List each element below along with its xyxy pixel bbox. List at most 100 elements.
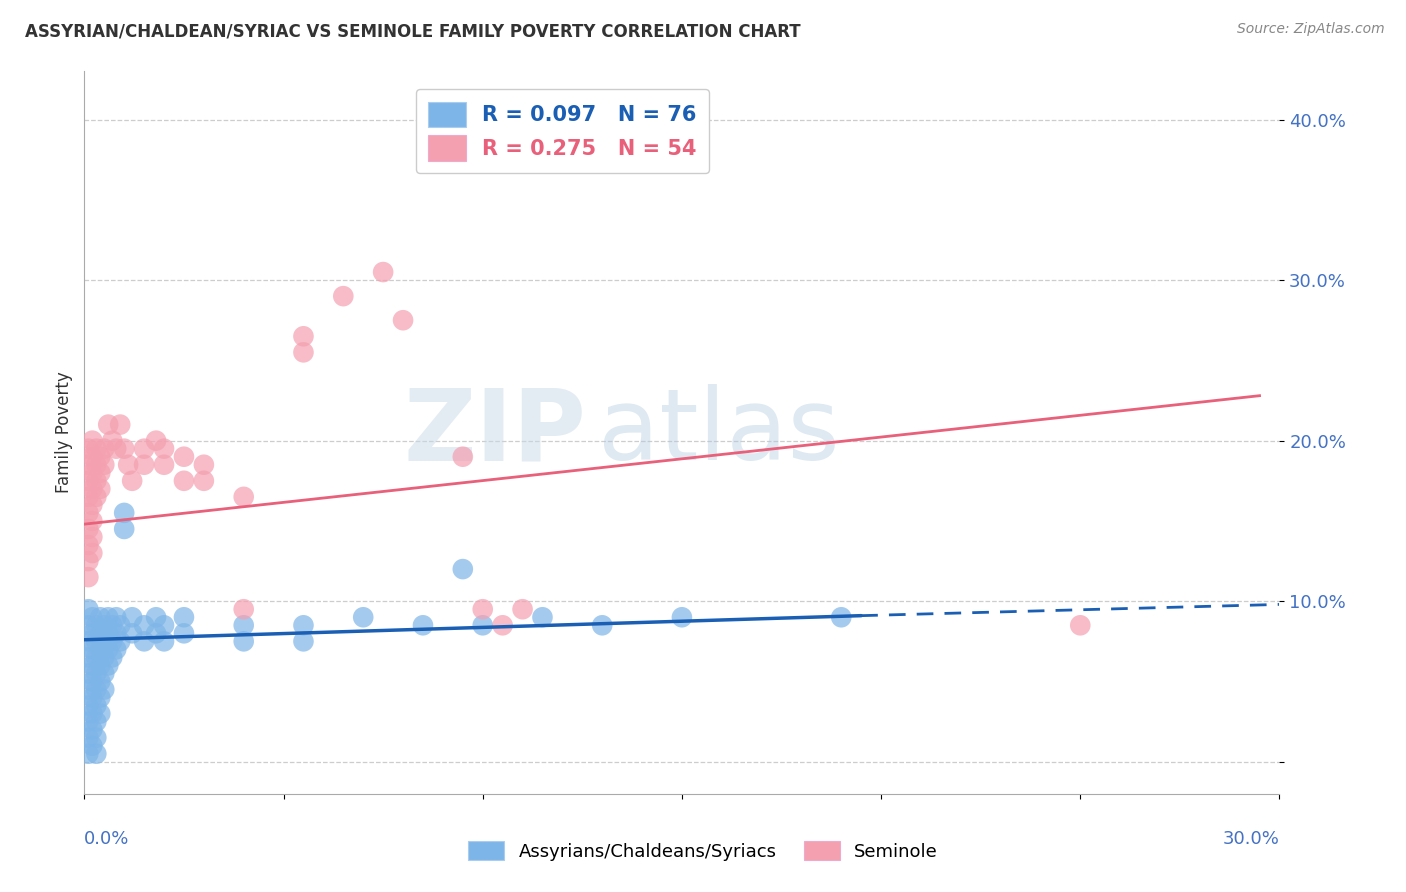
Point	[77, 602, 100, 616]
Point	[77, 554, 100, 568]
Point	[77, 618, 100, 632]
Point	[89, 482, 111, 496]
Text: ASSYRIAN/CHALDEAN/SYRIAC VS SEMINOLE FAMILY POVERTY CORRELATION CHART: ASSYRIAN/CHALDEAN/SYRIAC VS SEMINOLE FAM…	[25, 22, 801, 40]
Point	[105, 642, 128, 657]
Point	[86, 698, 108, 713]
Point	[105, 442, 128, 456]
Point	[82, 626, 104, 640]
Point	[82, 498, 104, 512]
Text: Source: ZipAtlas.com: Source: ZipAtlas.com	[1237, 22, 1385, 37]
Point	[77, 634, 100, 648]
Point	[352, 610, 374, 624]
Point	[82, 450, 104, 464]
Point	[101, 434, 124, 448]
Point	[117, 458, 139, 472]
Point	[173, 610, 195, 624]
Point	[82, 610, 104, 624]
Point	[89, 690, 111, 705]
Point	[89, 466, 111, 480]
Point	[82, 434, 104, 448]
Point	[292, 618, 315, 632]
Point	[82, 514, 104, 528]
Point	[86, 490, 108, 504]
Point	[591, 618, 613, 632]
Point	[77, 650, 100, 665]
Point	[77, 522, 100, 536]
Point	[77, 458, 100, 472]
Point	[292, 345, 315, 359]
Point	[93, 618, 115, 632]
Point	[77, 698, 100, 713]
Point	[232, 618, 254, 632]
Point	[77, 747, 100, 761]
Point	[292, 329, 315, 343]
Point	[101, 634, 124, 648]
Point	[89, 450, 111, 464]
Point	[77, 538, 100, 552]
Point	[531, 610, 554, 624]
Point	[82, 530, 104, 544]
Point	[830, 610, 852, 624]
Point	[97, 417, 120, 432]
Point	[101, 618, 124, 632]
Text: 0.0%: 0.0%	[84, 830, 129, 848]
Point	[86, 474, 108, 488]
Point	[82, 642, 104, 657]
Point	[86, 634, 108, 648]
Point	[82, 723, 104, 737]
Text: 30.0%: 30.0%	[1223, 830, 1279, 848]
Point	[153, 458, 176, 472]
Point	[89, 674, 111, 689]
Point	[86, 714, 108, 729]
Point	[97, 626, 120, 640]
Point	[105, 610, 128, 624]
Point	[82, 466, 104, 480]
Point	[121, 610, 143, 624]
Point	[77, 490, 100, 504]
Point	[77, 442, 100, 456]
Point	[132, 458, 156, 472]
Point	[86, 442, 108, 456]
Point	[82, 482, 104, 496]
Point	[671, 610, 693, 624]
Point	[77, 682, 100, 697]
Point	[373, 265, 395, 279]
Point	[153, 634, 176, 648]
Legend: Assyrians/Chaldeans/Syriacs, Seminole: Assyrians/Chaldeans/Syriacs, Seminole	[458, 832, 948, 870]
Point	[77, 714, 100, 729]
Point	[89, 658, 111, 673]
Point	[77, 474, 100, 488]
Point	[121, 626, 143, 640]
Point	[132, 634, 156, 648]
Point	[153, 442, 176, 456]
Point	[121, 474, 143, 488]
Point	[82, 658, 104, 673]
Point	[332, 289, 354, 303]
Point	[173, 626, 195, 640]
Point	[93, 650, 115, 665]
Point	[110, 417, 132, 432]
Point	[292, 634, 315, 648]
Point	[412, 618, 434, 632]
Point	[101, 650, 124, 665]
Point	[82, 706, 104, 721]
Point	[77, 570, 100, 584]
Point	[232, 490, 254, 504]
Point	[471, 602, 494, 616]
Point	[93, 634, 115, 648]
Point	[77, 666, 100, 681]
Point	[89, 642, 111, 657]
Point	[82, 739, 104, 753]
Point	[132, 442, 156, 456]
Point	[97, 610, 120, 624]
Point	[86, 682, 108, 697]
Point	[86, 747, 108, 761]
Point	[110, 618, 132, 632]
Point	[512, 602, 534, 616]
Point	[86, 618, 108, 632]
Point	[93, 442, 115, 456]
Point	[77, 506, 100, 520]
Point	[97, 658, 120, 673]
Point	[492, 618, 515, 632]
Point	[82, 690, 104, 705]
